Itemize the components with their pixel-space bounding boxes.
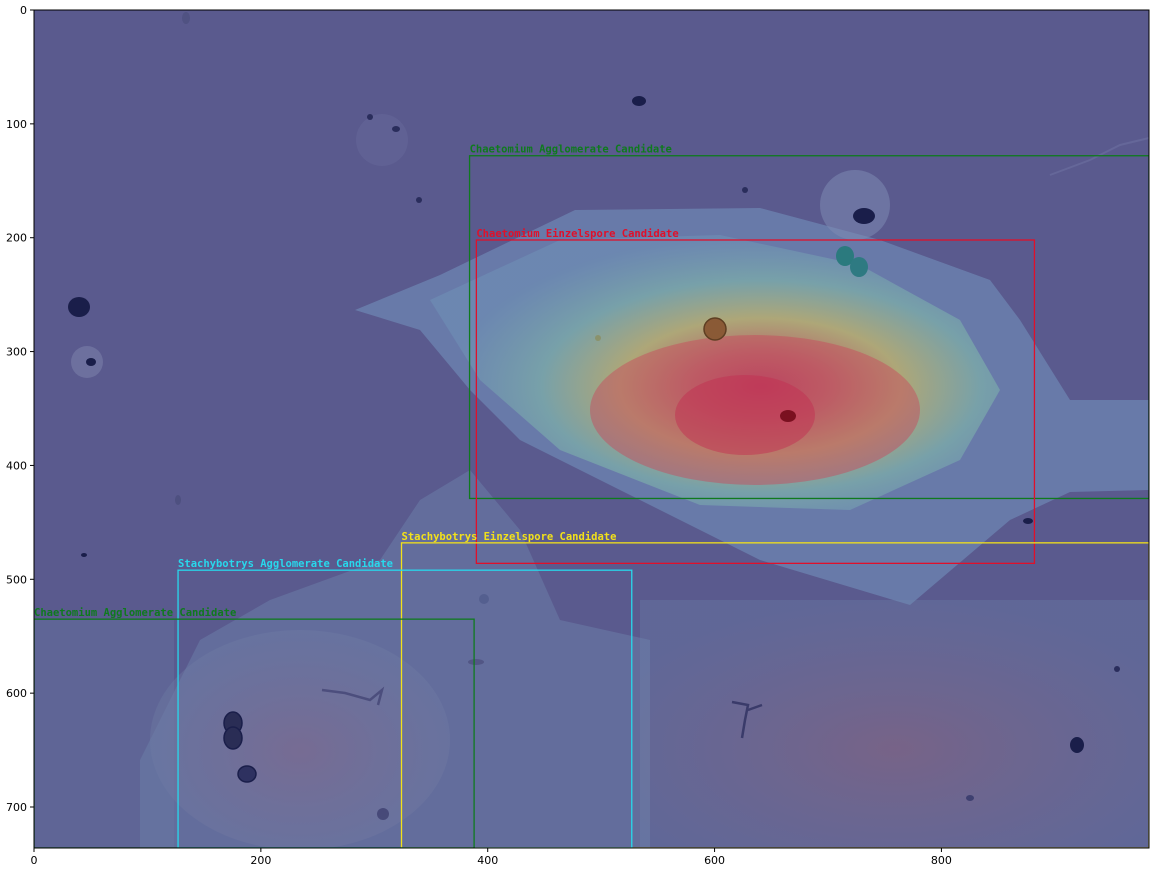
spore — [780, 410, 796, 422]
spore — [836, 246, 854, 266]
spore — [237, 765, 257, 783]
detection-label: Chaetomium Agglomerate Candidate — [470, 144, 672, 156]
detection-label: Chaetomium Einzelspore Candidate — [476, 228, 678, 240]
x-tick-label: 400 — [477, 854, 498, 867]
heatmap-hot-center — [675, 375, 815, 455]
particle — [377, 808, 389, 820]
detection-box — [34, 618, 475, 848]
detection-label: Stachybotrys Agglomerate Candidate — [178, 558, 393, 570]
heatmap-lower-right-region — [640, 600, 1149, 848]
particle — [81, 553, 87, 557]
microscope-image: Chaetomium Agglomerate Candidate Chaetomi… — [34, 10, 1149, 848]
particle — [595, 335, 601, 341]
axes-frame — [33, 9, 1150, 849]
spore-halo — [820, 170, 890, 240]
detection-label: Stachybotrys Einzelspore Candidate — [402, 531, 617, 543]
y-tick-label: 300 — [6, 346, 27, 359]
particle — [742, 187, 748, 193]
particle — [632, 96, 646, 106]
particle — [182, 12, 190, 24]
particle — [367, 114, 373, 120]
spore — [86, 358, 96, 366]
particle — [468, 659, 484, 665]
heatmap-lower-left-warm — [150, 630, 450, 848]
particle — [479, 594, 489, 604]
detection-label: Chaetomium Agglomerate Candidate — [34, 607, 236, 619]
x-axis-ticks: 0 200 400 600 800 — [31, 848, 952, 867]
particle — [1114, 666, 1120, 672]
x-tick-label: 800 — [931, 854, 952, 867]
x-tick-label: 200 — [250, 854, 271, 867]
heatmap-left-band — [34, 620, 174, 848]
hypha-fragment — [1049, 137, 1149, 176]
detection-box — [400, 542, 1149, 848]
y-tick-label: 0 — [20, 4, 27, 17]
spore-cluster — [853, 208, 875, 224]
y-axis-ticks: 0 100 200 300 400 500 600 700 — [6, 4, 34, 814]
particle — [416, 197, 422, 203]
spore — [68, 297, 90, 317]
spore-halo — [356, 114, 408, 166]
x-tick-label: 0 — [31, 854, 38, 867]
particle — [175, 495, 181, 505]
particle — [392, 126, 400, 132]
heatmap-mid-region — [430, 235, 1000, 510]
particle — [1023, 518, 1033, 524]
detection-box — [475, 239, 1036, 565]
spore — [1070, 737, 1084, 753]
spore — [703, 317, 727, 341]
particle — [966, 795, 974, 801]
x-tick-label: 600 — [704, 854, 725, 867]
y-tick-label: 100 — [6, 118, 27, 131]
detection-box — [468, 155, 1149, 500]
y-tick-label: 200 — [6, 232, 27, 245]
hypha-fragment — [321, 686, 385, 706]
y-tick-label: 400 — [6, 459, 27, 472]
spore — [850, 257, 868, 277]
y-tick-label: 500 — [6, 573, 27, 586]
y-tick-label: 700 — [6, 801, 27, 814]
y-tick-label: 600 — [6, 687, 27, 700]
hypha-fragment — [731, 700, 763, 739]
spore — [223, 726, 243, 750]
